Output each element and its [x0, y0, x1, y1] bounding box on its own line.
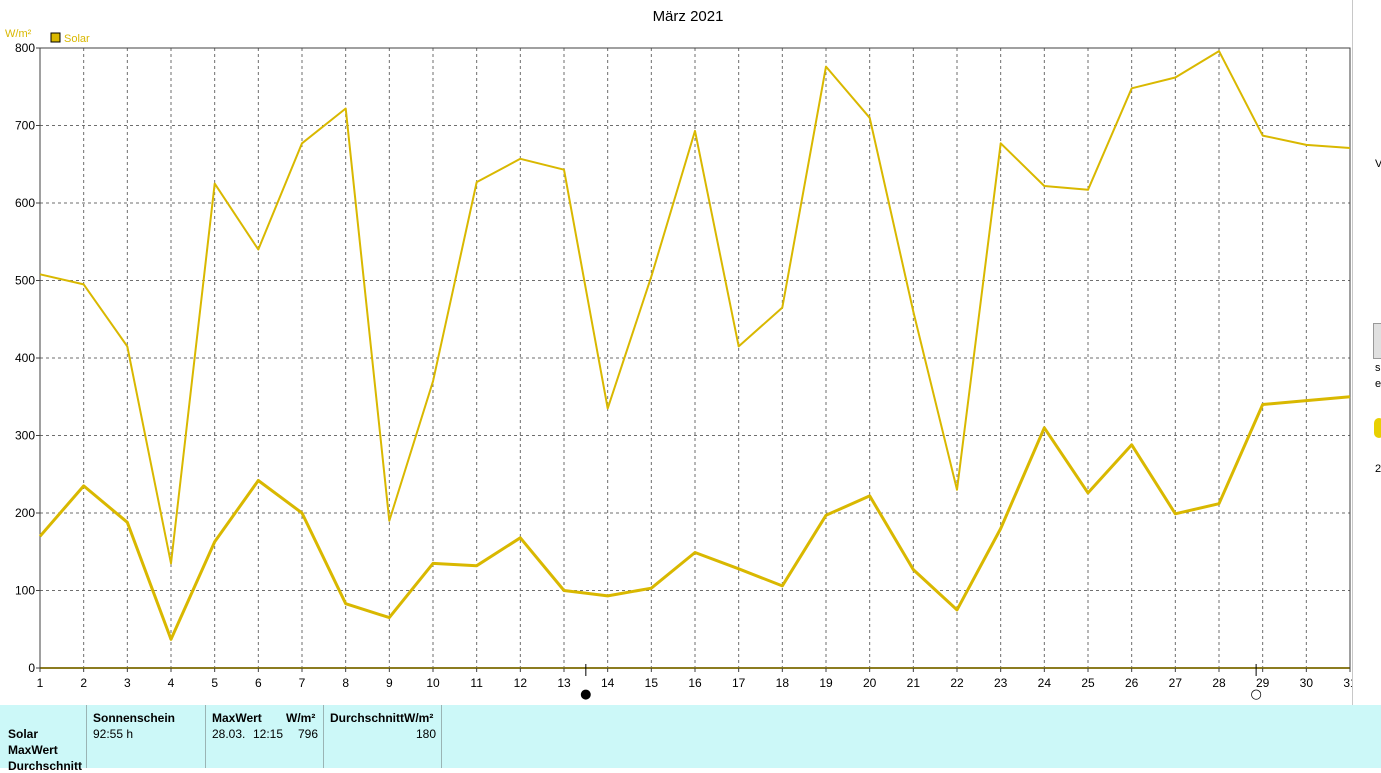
x-tick-label: 12 [514, 676, 528, 690]
maxwert-header: MaxWert [212, 711, 262, 725]
x-tick-label: 2 [80, 676, 87, 690]
y-tick-label: 100 [15, 584, 35, 598]
x-tick-label: 22 [950, 676, 964, 690]
sun-icon [1374, 418, 1381, 438]
y-tick-label: 500 [15, 274, 35, 288]
x-tick-label: 10 [426, 676, 440, 690]
moon-markers: ● ○ [580, 664, 1262, 702]
x-tick-label: 24 [1038, 676, 1052, 690]
strip-fragment: V [1375, 158, 1381, 170]
strip-fragment: s [1375, 362, 1381, 374]
x-tick-label: 26 [1125, 676, 1139, 690]
x-tick-label: 7 [299, 676, 306, 690]
x-tick-label: 21 [907, 676, 921, 690]
moon-phase-icon: ● [580, 687, 591, 702]
x-tick-label: 30 [1300, 676, 1314, 690]
strip-fragment: e [1375, 378, 1381, 390]
grid [40, 48, 1350, 669]
x-tick-label: 6 [255, 676, 262, 690]
durchschnitt-unit: W/m² [404, 711, 434, 725]
panel-edge [1373, 323, 1381, 359]
y-tick-label: 700 [15, 119, 35, 133]
y-tick-label: 400 [15, 351, 35, 365]
x-tick-label: 16 [688, 676, 702, 690]
x-axis: 1 2 3 4 5 6 7 8 9 10 11 12 13 14 15 16 17 18 19 20 21 22 23 24 2… [37, 668, 1352, 690]
x-tick-label: 3 [124, 676, 131, 690]
x-tick-label: 5 [211, 676, 218, 690]
x-tick-label: 9 [386, 676, 393, 690]
x-tick-label: 4 [168, 676, 175, 690]
durchschnitt-value: 180 [416, 727, 437, 741]
row-label-solar: Solar [8, 727, 39, 741]
x-tick-label: 1 [37, 676, 44, 690]
y-axis: 0 100 200 300 400 500 600 700 800 [15, 41, 40, 675]
sonnenschein-header: Sonnenschein [93, 711, 176, 725]
maxwert-value: 796 [298, 727, 319, 741]
row-label-maxwert: MaxWert [8, 743, 58, 757]
right-panel-fragment: V s e 2 [1352, 0, 1381, 705]
strip-fragment: 2 [1375, 463, 1381, 475]
legend-label: Solar [64, 33, 90, 45]
moon-phase-icon: ○ [1250, 687, 1261, 702]
y-axis-unit: W/m² [5, 28, 32, 40]
maxwert-date: 28.03. [212, 727, 246, 741]
x-tick-label: 25 [1081, 676, 1095, 690]
durchschnitt-header: Durchschnitt [330, 711, 405, 725]
sonnenschein-column: Sonnenschein 92:55 h [87, 705, 206, 768]
x-tick-label: 17 [732, 676, 746, 690]
x-tick-label: 14 [601, 676, 615, 690]
x-tick-label: 8 [342, 676, 349, 690]
y-tick-label: 600 [15, 196, 35, 210]
x-tick-label: 31 [1343, 676, 1352, 690]
x-tick-label: 28 [1212, 676, 1226, 690]
x-tick-label: 23 [994, 676, 1008, 690]
maxwert-time: 12:15 [253, 727, 284, 741]
x-tick-label: 13 [557, 676, 571, 690]
row-label-durchschnitt: Durchschnitt [8, 759, 83, 773]
maxwert-column: MaxWert W/m² 28.03. 12:15 796 [206, 705, 324, 768]
y-tick-label: 0 [28, 661, 35, 675]
series-line-max [39, 50, 1351, 565]
x-tick-label: 27 [1169, 676, 1183, 690]
series-line-avg [38, 395, 1351, 641]
y-tick-label: 200 [15, 506, 35, 520]
series-group [38, 50, 1351, 641]
maxwert-unit: W/m² [286, 711, 316, 725]
summary-label-column: Solar MaxWert Durchschnitt [0, 705, 87, 773]
y-tick-label: 800 [15, 41, 35, 55]
sonnenschein-value: 92:55 h [93, 727, 134, 741]
x-tick-label: 15 [645, 676, 659, 690]
x-tick-label: 11 [470, 676, 483, 690]
x-tick-label: 18 [776, 676, 790, 690]
chart-title: März 2021 [653, 8, 724, 25]
durchschnitt-column: Durchschnitt W/m² 180 [324, 705, 442, 768]
x-tick-label: 20 [863, 676, 877, 690]
solar-chart: März 2021 W/m² Solar 0 100 200 300 400 500 600… [5, 8, 1352, 702]
y-tick-label: 300 [15, 429, 35, 443]
legend-swatch [50, 32, 61, 43]
x-tick-label: 29 [1256, 676, 1270, 690]
summary-panel: Solar MaxWert Durchschnitt Sonnenschein … [0, 705, 1381, 773]
x-tick-label: 19 [819, 676, 833, 690]
